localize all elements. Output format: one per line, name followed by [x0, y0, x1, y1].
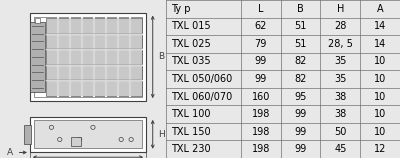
Text: 50: 50 — [334, 127, 346, 137]
Text: 79: 79 — [254, 39, 267, 49]
Text: B: B — [158, 52, 165, 61]
Bar — [35, 18, 40, 23]
Text: 62: 62 — [254, 21, 267, 31]
Bar — [34, 17, 142, 97]
Text: 14: 14 — [374, 21, 386, 31]
Text: A: A — [377, 4, 384, 14]
Text: TXL 060/070: TXL 060/070 — [171, 91, 232, 102]
Text: 99: 99 — [255, 74, 267, 84]
Text: 198: 198 — [252, 144, 270, 154]
Text: 51: 51 — [294, 21, 307, 31]
Text: 10: 10 — [374, 74, 386, 84]
Text: 198: 198 — [252, 109, 270, 119]
Text: 99: 99 — [294, 144, 307, 154]
Text: 10: 10 — [374, 56, 386, 67]
Bar — [34, 120, 142, 148]
Bar — [30, 13, 146, 101]
Text: 38: 38 — [334, 91, 346, 102]
Text: 28: 28 — [334, 21, 346, 31]
Text: 14: 14 — [374, 39, 386, 49]
Text: H: H — [158, 130, 164, 139]
Text: 10: 10 — [374, 127, 386, 137]
Text: B: B — [297, 4, 304, 14]
Text: 28, 5: 28, 5 — [328, 39, 353, 49]
Text: 82: 82 — [294, 74, 307, 84]
Text: Ty p: Ty p — [171, 4, 190, 14]
Text: 35: 35 — [334, 74, 346, 84]
Bar — [24, 125, 31, 144]
Text: 10: 10 — [374, 91, 386, 102]
Text: 82: 82 — [294, 56, 307, 67]
Text: 45: 45 — [334, 144, 346, 154]
Bar — [30, 22, 45, 92]
Bar — [30, 117, 146, 152]
Text: 99: 99 — [294, 127, 307, 137]
Text: TXL 100: TXL 100 — [171, 109, 210, 119]
Text: 99: 99 — [294, 109, 307, 119]
Text: H: H — [337, 4, 344, 14]
Text: 95: 95 — [294, 91, 307, 102]
Text: TXL 150: TXL 150 — [171, 127, 210, 137]
Text: A: A — [7, 148, 13, 157]
Text: 12: 12 — [374, 144, 386, 154]
Text: TXL 035: TXL 035 — [171, 56, 210, 67]
Text: 35: 35 — [334, 56, 346, 67]
Text: TXL 230: TXL 230 — [171, 144, 210, 154]
Text: 198: 198 — [252, 127, 270, 137]
Text: 51: 51 — [294, 39, 307, 49]
Text: 38: 38 — [334, 109, 346, 119]
Text: L: L — [258, 4, 264, 14]
Bar — [46, 18, 142, 96]
Bar — [71, 137, 81, 146]
Text: 99: 99 — [255, 56, 267, 67]
Text: TXL 015: TXL 015 — [171, 21, 210, 31]
Text: 160: 160 — [252, 91, 270, 102]
Text: TXL 050/060: TXL 050/060 — [171, 74, 232, 84]
Text: 10: 10 — [374, 109, 386, 119]
Text: TXL 025: TXL 025 — [171, 39, 210, 49]
